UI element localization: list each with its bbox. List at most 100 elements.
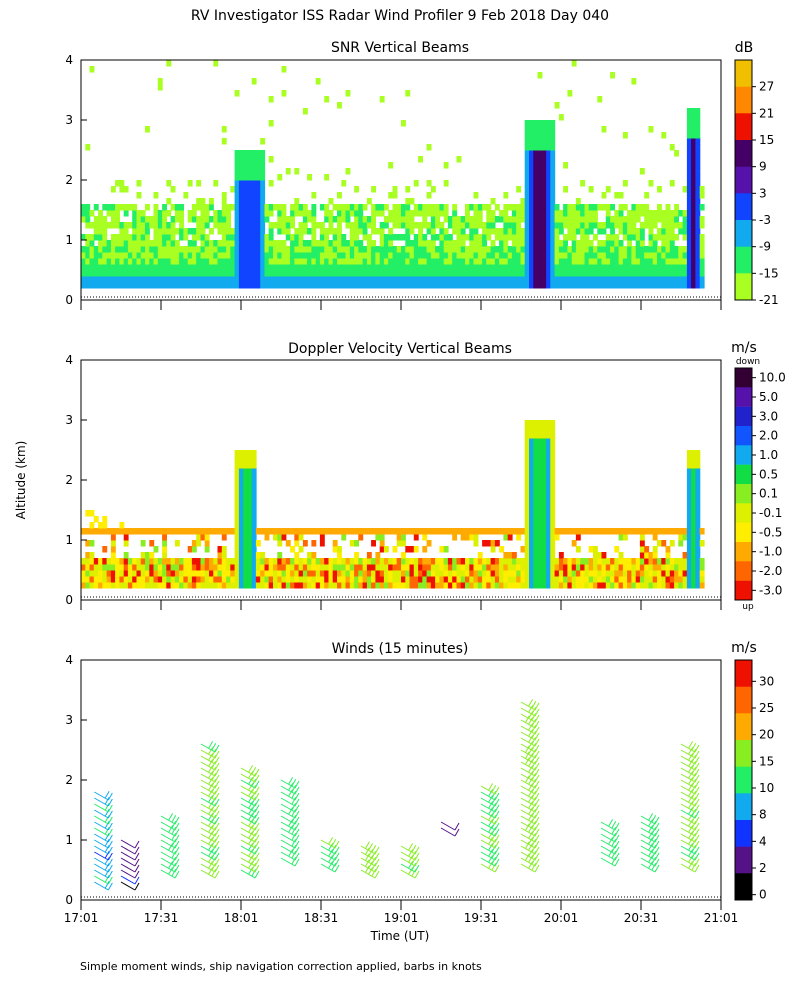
doppler-cell <box>332 570 338 577</box>
doppler-cell <box>456 582 462 589</box>
snr-cell <box>537 282 543 289</box>
doppler-cell <box>234 570 240 577</box>
doppler-cell <box>307 552 312 559</box>
snr-cell <box>686 174 692 181</box>
snr-cell <box>524 150 530 157</box>
snr-cell <box>166 60 172 67</box>
snr-cell <box>358 216 364 223</box>
snr-cell <box>435 234 440 241</box>
doppler-cell <box>575 564 581 571</box>
doppler-cell <box>691 516 696 523</box>
doppler-cell <box>371 576 376 583</box>
doppler-cell <box>93 528 99 535</box>
snr-cell <box>209 204 214 211</box>
doppler-cell <box>482 576 487 583</box>
snr-cell <box>213 282 219 289</box>
doppler-cell <box>234 558 240 565</box>
snr-cell <box>550 120 556 127</box>
doppler-cell <box>550 540 556 547</box>
snr-cell <box>695 180 701 187</box>
snr-cell <box>388 264 394 271</box>
snr-cell <box>140 282 146 289</box>
doppler-cell <box>541 492 547 499</box>
doppler-cell <box>482 558 487 565</box>
doppler-cell <box>588 576 594 583</box>
snr-cell <box>102 264 108 271</box>
doppler-cell <box>691 540 696 547</box>
doppler-cell <box>234 582 240 589</box>
snr-cell <box>550 222 556 229</box>
snr-cell <box>290 270 295 277</box>
snr-cell <box>610 252 615 259</box>
doppler-cell <box>341 558 347 565</box>
snr-cell <box>260 228 266 235</box>
doppler-cell <box>157 528 163 535</box>
snr-cell <box>106 222 112 229</box>
doppler-cell <box>187 528 193 535</box>
snr-cell <box>571 210 577 217</box>
snr-cell <box>507 246 513 253</box>
doppler-cell <box>550 486 556 493</box>
snr-cell <box>524 252 530 259</box>
snr-cell <box>247 168 253 175</box>
doppler-cell <box>674 564 679 571</box>
snr-cell <box>571 228 577 235</box>
snr-cell <box>541 198 547 205</box>
snr-cell <box>631 258 637 265</box>
snr-cell <box>610 222 615 229</box>
doppler-cell <box>366 564 372 571</box>
doppler-cell <box>302 528 308 535</box>
snr-cell <box>482 246 487 253</box>
snr-cell <box>524 198 530 205</box>
snr-cell <box>337 270 342 277</box>
doppler-cell <box>332 564 338 571</box>
snr-cell <box>554 270 560 277</box>
doppler-cell <box>516 576 522 583</box>
snr-cell <box>541 168 547 175</box>
snr-cell <box>209 270 214 277</box>
snr-cell <box>597 282 603 289</box>
doppler-cell <box>251 450 257 457</box>
doppler-cell <box>529 498 534 505</box>
snr-cell <box>486 252 492 259</box>
snr-cell <box>524 240 530 247</box>
doppler-cell <box>366 552 372 559</box>
snr-cell <box>294 168 300 175</box>
snr-cell <box>341 264 347 271</box>
snr-cell <box>238 258 244 265</box>
snr-cell <box>575 246 581 253</box>
doppler-cell <box>686 570 692 577</box>
doppler-cell <box>230 570 236 577</box>
snr-cell <box>554 234 560 241</box>
doppler-cell <box>405 528 411 535</box>
doppler-cell <box>639 528 645 535</box>
wind-barb <box>94 820 113 831</box>
doppler-cell <box>234 450 240 457</box>
doppler-cell <box>375 570 381 577</box>
snr-cell <box>93 270 99 277</box>
doppler-cell <box>627 558 632 565</box>
snr-cell <box>537 168 543 175</box>
snr-cell <box>260 204 266 211</box>
snr-cell <box>337 204 342 211</box>
snr-cell <box>354 282 359 289</box>
snr-cell <box>119 240 125 247</box>
snr-cell <box>533 276 539 283</box>
snr-cell <box>191 282 197 289</box>
snr-cell <box>251 78 257 85</box>
snr-cell <box>644 246 650 253</box>
snr-cell <box>439 282 445 289</box>
snr-cell <box>695 120 701 127</box>
snr-colorbar-label: 3 <box>759 186 767 200</box>
snr-cell <box>260 168 266 175</box>
doppler-cell <box>349 540 355 547</box>
snr-cell <box>686 192 692 199</box>
doppler-cell <box>597 570 603 577</box>
snr-cell <box>140 222 146 229</box>
doppler-cell <box>511 570 517 577</box>
doppler-cell <box>695 486 701 493</box>
snr-cell <box>644 270 650 277</box>
snr-cell <box>627 246 632 253</box>
snr-cell <box>546 276 551 283</box>
snr-cell <box>405 240 411 247</box>
